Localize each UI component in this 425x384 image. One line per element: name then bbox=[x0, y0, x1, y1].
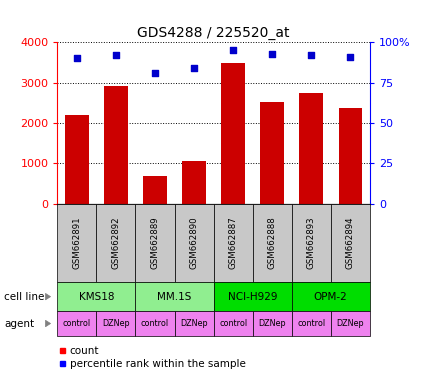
Text: MM.1S: MM.1S bbox=[157, 291, 192, 302]
Text: GSM662893: GSM662893 bbox=[307, 217, 316, 269]
Point bbox=[113, 52, 119, 58]
Point bbox=[152, 70, 159, 76]
Point bbox=[74, 55, 80, 61]
Text: OPM-2: OPM-2 bbox=[314, 291, 348, 302]
Text: DZNep: DZNep bbox=[102, 319, 130, 328]
Text: GSM662890: GSM662890 bbox=[190, 217, 198, 269]
Text: DZNep: DZNep bbox=[258, 319, 286, 328]
Bar bbox=[104, 86, 128, 204]
Point bbox=[308, 52, 314, 58]
Text: control: control bbox=[297, 319, 325, 328]
Text: control: control bbox=[63, 319, 91, 328]
Text: GSM662891: GSM662891 bbox=[72, 217, 82, 269]
Point bbox=[269, 50, 275, 56]
Text: GSM662887: GSM662887 bbox=[229, 217, 238, 269]
Point bbox=[230, 47, 236, 53]
Bar bbox=[261, 102, 284, 204]
Text: GSM662894: GSM662894 bbox=[346, 217, 355, 269]
Text: GSM662892: GSM662892 bbox=[111, 217, 120, 269]
Text: agent: agent bbox=[4, 318, 34, 329]
Text: GSM662888: GSM662888 bbox=[268, 217, 277, 269]
Text: control: control bbox=[141, 319, 169, 328]
Title: GDS4288 / 225520_at: GDS4288 / 225520_at bbox=[137, 26, 290, 40]
Text: DZNep: DZNep bbox=[337, 319, 364, 328]
Text: GSM662889: GSM662889 bbox=[150, 217, 159, 269]
Bar bbox=[182, 161, 206, 204]
Bar bbox=[221, 63, 245, 204]
Bar bbox=[338, 108, 362, 204]
Text: KMS18: KMS18 bbox=[79, 291, 114, 302]
Bar bbox=[143, 176, 167, 204]
Bar bbox=[300, 93, 323, 204]
Bar bbox=[65, 115, 88, 204]
Text: count: count bbox=[70, 346, 99, 356]
Text: control: control bbox=[219, 319, 247, 328]
Text: DZNep: DZNep bbox=[180, 319, 208, 328]
Point bbox=[347, 54, 354, 60]
Point bbox=[191, 65, 198, 71]
Text: percentile rank within the sample: percentile rank within the sample bbox=[70, 359, 246, 369]
Text: cell line: cell line bbox=[4, 291, 45, 302]
Text: NCI-H929: NCI-H929 bbox=[228, 291, 278, 302]
